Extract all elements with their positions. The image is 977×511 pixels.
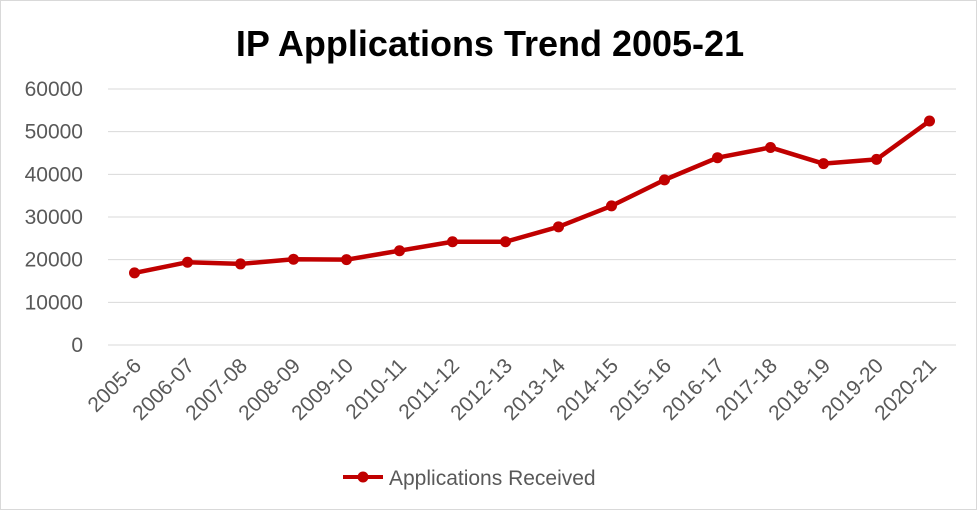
y-tick-label: 60000 xyxy=(25,78,83,101)
data-point xyxy=(235,258,246,270)
y-axis: 0 10000 20000 30000 40000 50000 60000 xyxy=(25,78,83,357)
data-point xyxy=(712,152,723,164)
legend-dot-marker xyxy=(357,471,369,483)
data-point xyxy=(765,141,776,153)
y-tick-label: 10000 xyxy=(25,291,83,314)
data-point xyxy=(182,256,193,268)
data-point xyxy=(394,245,405,257)
y-tick-label: 20000 xyxy=(25,249,83,272)
gridlines xyxy=(108,88,956,346)
chart-title: IP Applications Trend 2005-21 xyxy=(236,23,744,64)
y-tick-label: 50000 xyxy=(25,121,83,144)
data-point xyxy=(129,267,140,279)
x-axis: 2005-62006-072007-082008-092009-102010-1… xyxy=(84,354,942,425)
legend-label: Applications Received xyxy=(389,467,596,490)
data-point xyxy=(553,221,564,233)
data-point xyxy=(659,174,670,186)
data-point xyxy=(500,236,511,248)
y-tick-label: 30000 xyxy=(25,206,83,229)
legend: Applications Received xyxy=(343,467,596,490)
data-point xyxy=(871,153,882,165)
data-point xyxy=(818,158,829,170)
data-point xyxy=(341,254,352,266)
series-applications-received xyxy=(129,115,935,279)
data-point xyxy=(288,253,299,265)
y-tick-label: 0 xyxy=(71,334,83,357)
data-point xyxy=(447,236,458,248)
data-point xyxy=(924,115,935,127)
y-tick-label: 40000 xyxy=(25,163,83,186)
series-line xyxy=(132,118,932,276)
data-point xyxy=(606,200,617,212)
